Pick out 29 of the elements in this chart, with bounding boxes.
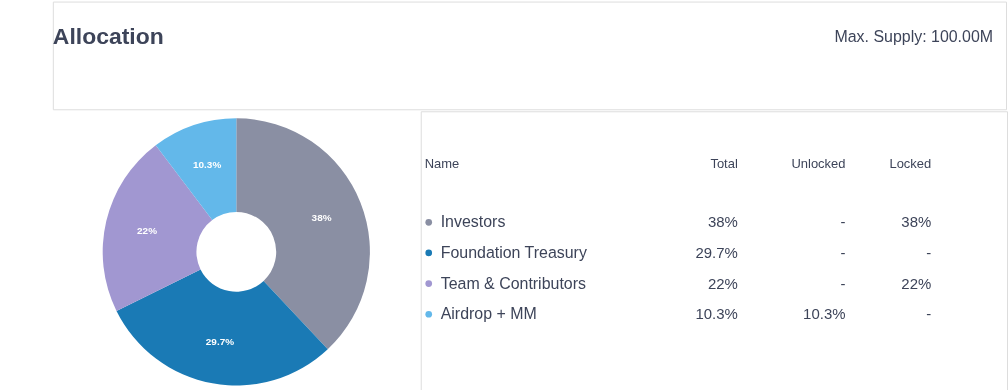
donut-slice xyxy=(155,118,237,221)
text: 10.3% xyxy=(803,305,846,323)
chart-title: Allocation xyxy=(52,23,164,50)
text: - xyxy=(840,213,846,231)
data-label: 38% xyxy=(311,212,332,224)
legend-label: Investors xyxy=(440,213,506,231)
data-label: 10.3% xyxy=(192,158,222,170)
data-label: 22% xyxy=(137,224,158,236)
donut-slice xyxy=(236,118,370,350)
donut-slice xyxy=(116,269,328,386)
text: 38% xyxy=(901,213,932,231)
text: 22% xyxy=(707,274,738,292)
text: - xyxy=(840,274,846,292)
text: 29.7% xyxy=(695,243,738,261)
text: Locked xyxy=(889,156,932,172)
text: Unlocked xyxy=(791,156,846,172)
text: 10.3% xyxy=(695,305,738,323)
data-label: 29.7% xyxy=(205,336,235,348)
legend-label: Team & Contributors xyxy=(440,274,586,292)
text: - xyxy=(840,243,846,261)
text: - xyxy=(926,243,932,261)
text: Name xyxy=(424,156,460,172)
legend-label: Airdrop + MM xyxy=(440,305,537,323)
text: - xyxy=(926,305,932,323)
text: Max. Supply: 100.00M xyxy=(834,28,994,46)
text: 22% xyxy=(901,274,932,292)
text: 38% xyxy=(707,213,738,231)
text: Total xyxy=(710,156,738,172)
legend-label: Foundation Treasury xyxy=(440,243,587,261)
